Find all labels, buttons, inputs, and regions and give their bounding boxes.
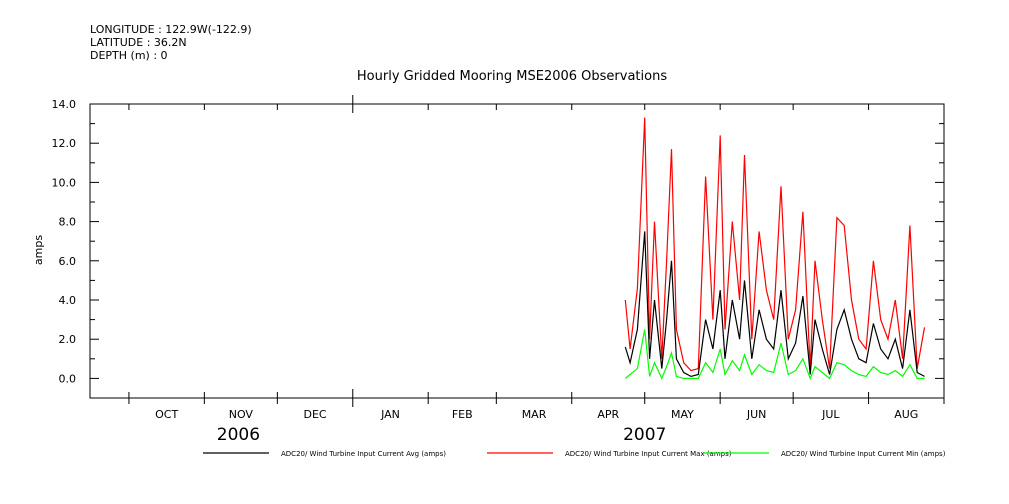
y-axis-label: amps xyxy=(32,235,45,265)
depth-text: DEPTH (m) : 0 xyxy=(90,49,168,62)
y-tick-label: 14.0 xyxy=(52,98,77,111)
x-tick-label: NOV xyxy=(229,408,254,421)
y-tick-label: 8.0 xyxy=(59,216,77,229)
series-line xyxy=(624,329,925,381)
x-tick-label: MAY xyxy=(671,408,694,421)
x-tick-label: AUG xyxy=(894,408,918,421)
plot-frame xyxy=(89,103,945,399)
year-label: 2006 xyxy=(217,425,260,445)
y-tick-label: 0.0 xyxy=(59,372,77,385)
year-label: 2007 xyxy=(623,425,666,445)
x-tick-label: FEB xyxy=(452,408,473,421)
series-line xyxy=(624,231,925,378)
latitude-text: LATITUDE : 36.2N xyxy=(90,36,187,49)
x-tick-label: JAN xyxy=(380,408,400,421)
axis-ticks: 14.0 12.0 10.0 8.0 6.0 4.0 2.0 0.0 OCT NOV DEC JAN F… xyxy=(52,95,945,445)
legend-label: ADC20/ Wind Turbine Input Current Avg (a… xyxy=(281,450,446,458)
legend-label: ADC20/ Wind Turbine Input Current Min (a… xyxy=(781,450,946,458)
y-tick-label: 2.0 xyxy=(59,333,77,346)
location-metadata: LONGITUDE : 122.9W(-122.9) LATITUDE : 36… xyxy=(90,23,252,62)
y-tick-label: 4.0 xyxy=(59,294,77,307)
y-tick-label: 12.0 xyxy=(52,137,77,150)
chart-title: Hourly Gridded Mooring MSE2006 Observati… xyxy=(357,69,667,84)
legend-label: ADC20/ Wind Turbine Input Current Max (a… xyxy=(565,450,732,458)
x-tick-label: JUL xyxy=(821,408,840,421)
y-tick-label: 10.0 xyxy=(52,176,77,189)
x-tick-label: OCT xyxy=(155,408,178,421)
series-line xyxy=(624,117,926,372)
y-tick-label: 6.0 xyxy=(59,255,77,268)
x-tick-label: JUN xyxy=(746,408,767,421)
longitude-text: LONGITUDE : 122.9W(-122.9) xyxy=(90,23,252,36)
x-tick-label: DEC xyxy=(304,408,327,421)
legend: ADC20/ Wind Turbine Input Current Avg (a… xyxy=(203,450,946,458)
series-lines xyxy=(624,117,926,381)
x-tick-label: APR xyxy=(597,408,619,421)
x-tick-label: MAR xyxy=(522,408,547,421)
